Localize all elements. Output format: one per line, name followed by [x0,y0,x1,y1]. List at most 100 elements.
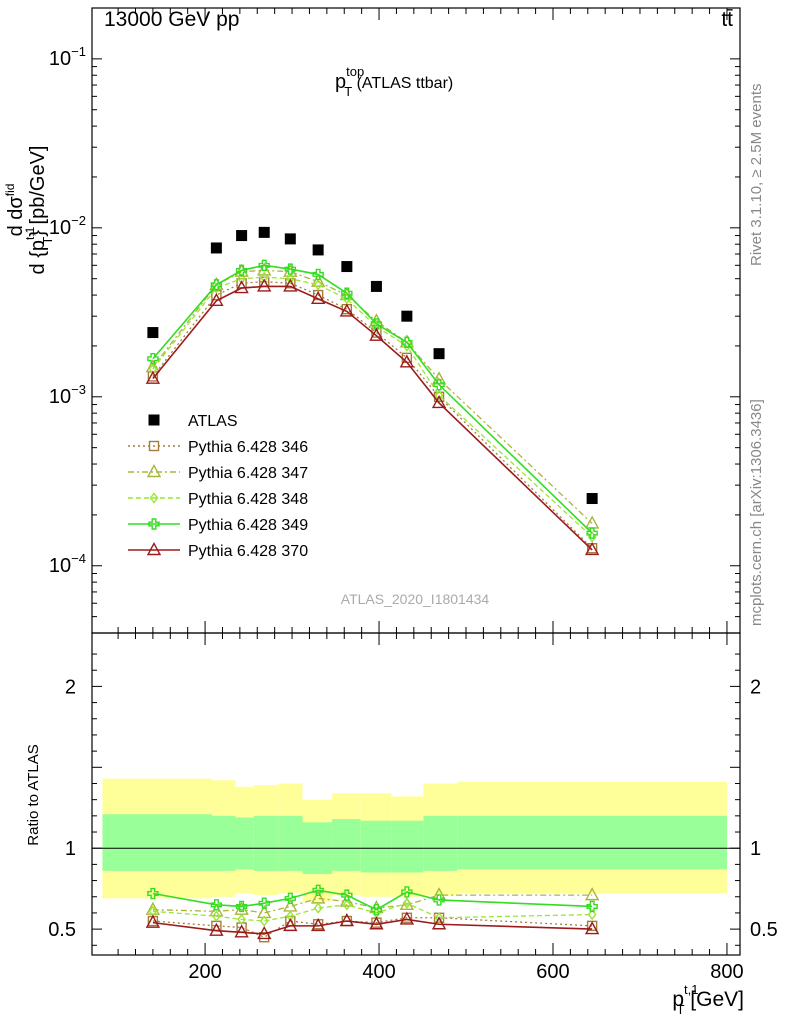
main-point-atlas [433,348,445,360]
main-point-pythia-6-428-349 [370,318,383,330]
ratio-point-pythia-6-428-348 [211,910,221,922]
uncertainty-band-inner [235,817,254,870]
ratio-y-tick-label-right: 2 [750,676,761,698]
legend-marker-pythia-6-428-348 [149,492,159,504]
ratio-line-pythia-6-428-347 [152,894,593,914]
legend-marker-atlas [148,414,160,426]
main-point-pythia-6-428-348 [434,389,444,401]
x-tick-label: 800 [710,961,743,983]
main-line-pythia-6-428-346 [152,281,593,549]
analysis-watermark: ATLAS_2020_I1801434 [341,591,490,607]
main-y-axis-label: d dσfid d {pt,1T} [pb/GeV] [3,146,55,275]
ratio-point-pythia-6-428-370 [310,917,326,932]
main-point-pythia-6-428-349 [401,336,413,349]
main-point-pythia-6-428-370 [431,394,447,409]
ratio-point-pythia-6-428-370 [584,921,600,935]
uncertainty-band-inner [278,815,303,871]
main-point-pythia-6-428-348 [237,273,246,285]
main-y-tick-label: 10−3 [49,382,86,408]
legend-label-pythia-6-428-347: Pythia 6.428 347 [188,465,308,482]
ratio-point-pythia-6-428-348 [313,902,323,914]
uncertainty-band-inner [102,814,213,871]
ratio-y-tick-label: 0.5 [48,919,76,941]
ratio-point-pythia-6-428-348 [237,913,246,926]
ratio-y-tick-label-right: 0.5 [750,919,778,941]
x-axis-label: pt,1 T [GeV] [672,982,744,1017]
main-point-pythia-6-428-349 [433,378,445,391]
legend-marker-pythia-6-428-349 [148,518,160,530]
main-point-pythia-6-428-347 [234,263,249,277]
main-point-pythia-6-428-347 [339,287,355,301]
main-point-pythia-6-428-349 [284,263,297,275]
main-point-atlas [147,327,159,339]
uncertainty-band-inner [423,815,458,871]
ratio-point-pythia-6-428-347 [339,893,355,907]
ratio-point-pythia-6-428-349 [586,900,598,913]
ratio-point-pythia-6-428-370 [234,924,249,938]
main-point-atlas [258,226,270,238]
ratio-point-pythia-6-428-349 [341,889,353,901]
main-point-pythia-6-428-370 [145,370,161,384]
ratio-point-pythia-6-428-349 [401,886,413,898]
ratio-y-axis-label: Ratio to ATLAS [25,744,42,845]
ratio-point-pythia-6-428-370 [209,922,224,936]
ratio-point-pythia-6-428-347 [145,901,161,915]
energy-label: 13000 GeV pp [104,8,239,31]
main-point-atlas [210,242,222,254]
main-point-pythia-6-428-370 [399,354,415,368]
ratio-point-pythia-6-428-347 [584,887,600,901]
main-point-pythia-6-428-370 [339,303,355,317]
ratio-line-pythia-6-428-346 [152,917,593,938]
ratio-point-pythia-6-428-370 [339,913,355,927]
legend-label-pythia-6-428-346: Pythia 6.428 346 [188,439,308,456]
main-point-pythia-6-428-370 [584,542,600,556]
main-point-pythia-6-428-349 [341,287,353,299]
svg-text:d dσfid: d dσfid [3,184,27,237]
main-point-atlas [341,261,353,273]
main-line-pythia-6-428-348 [152,276,593,538]
main-point-atlas [370,280,382,292]
ratio-point-pythia-6-428-349 [284,892,297,905]
main-y-tick-label: 10−4 [49,551,86,577]
uncertainty-band-inner [212,815,236,871]
ratio-point-pythia-6-428-348 [434,912,444,924]
rivet-version-note: Rivet 3.1.10, ≥ 2.5M events [748,84,765,267]
svg-text:d {pt,1T} [pb/GeV]: d {pt,1T} [pb/GeV] [23,146,55,275]
main-line-pythia-6-428-347 [152,269,593,524]
ratio-point-pythia-6-428-346 [259,932,270,943]
ratio-line-pythia-6-428-349 [152,889,593,911]
ratio-point-pythia-6-428-370 [283,917,298,932]
ratio-panel: 200 400 600 800 0.5 0.5 1 1 2 2 [48,632,778,983]
ratio-line-pythia-6-428-370 [152,918,593,935]
ratio-point-pythia-6-428-349 [433,894,445,906]
ratio-point-pythia-6-428-370 [431,916,447,930]
main-point-pythia-6-428-348 [259,271,269,283]
uncertainty-band-inner [457,815,727,870]
legend: ATLAS Pythia 6.428 346 Pythia 6.428 347 Pyt… [128,413,308,560]
legend-marker-pythia-6-428-347 [146,464,162,478]
x-tick-label: 400 [362,961,395,983]
main-point-pythia-6-428-347 [310,273,326,287]
main-point-atlas [401,310,413,322]
ratio-point-pythia-6-428-347 [209,903,224,917]
uncertainty-band-inner [391,820,424,873]
main-panel: 10−4 10−3 10−2 10−1 [49,7,741,634]
ratio-point-pythia-6-428-349 [210,899,223,911]
main-point-pythia-6-428-349 [312,268,324,281]
legend-label-pythia-6-428-348: Pythia 6.428 348 [188,491,308,508]
main-point-pythia-6-428-346 [211,289,222,301]
main-point-pythia-6-428-348 [313,279,323,291]
ratio-point-pythia-6-428-370 [369,916,384,930]
main-point-pythia-6-428-370 [310,290,326,305]
main-panel-title: ptop T (ATLAS ttbar) [335,64,453,99]
uncertainty-band-inner [253,815,279,871]
ratio-y-tick-label: 1 [65,838,76,860]
legend-label-pythia-6-428-349: Pythia 6.428 349 [188,517,308,534]
legend-label-atlas: ATLAS [188,413,238,430]
ratio-point-pythia-6-428-370 [145,914,161,928]
main-point-atlas [586,493,598,505]
main-line-pythia-6-428-370 [152,285,593,551]
ratio-plot-frame [91,632,741,956]
main-point-pythia-6-428-349 [586,527,598,539]
